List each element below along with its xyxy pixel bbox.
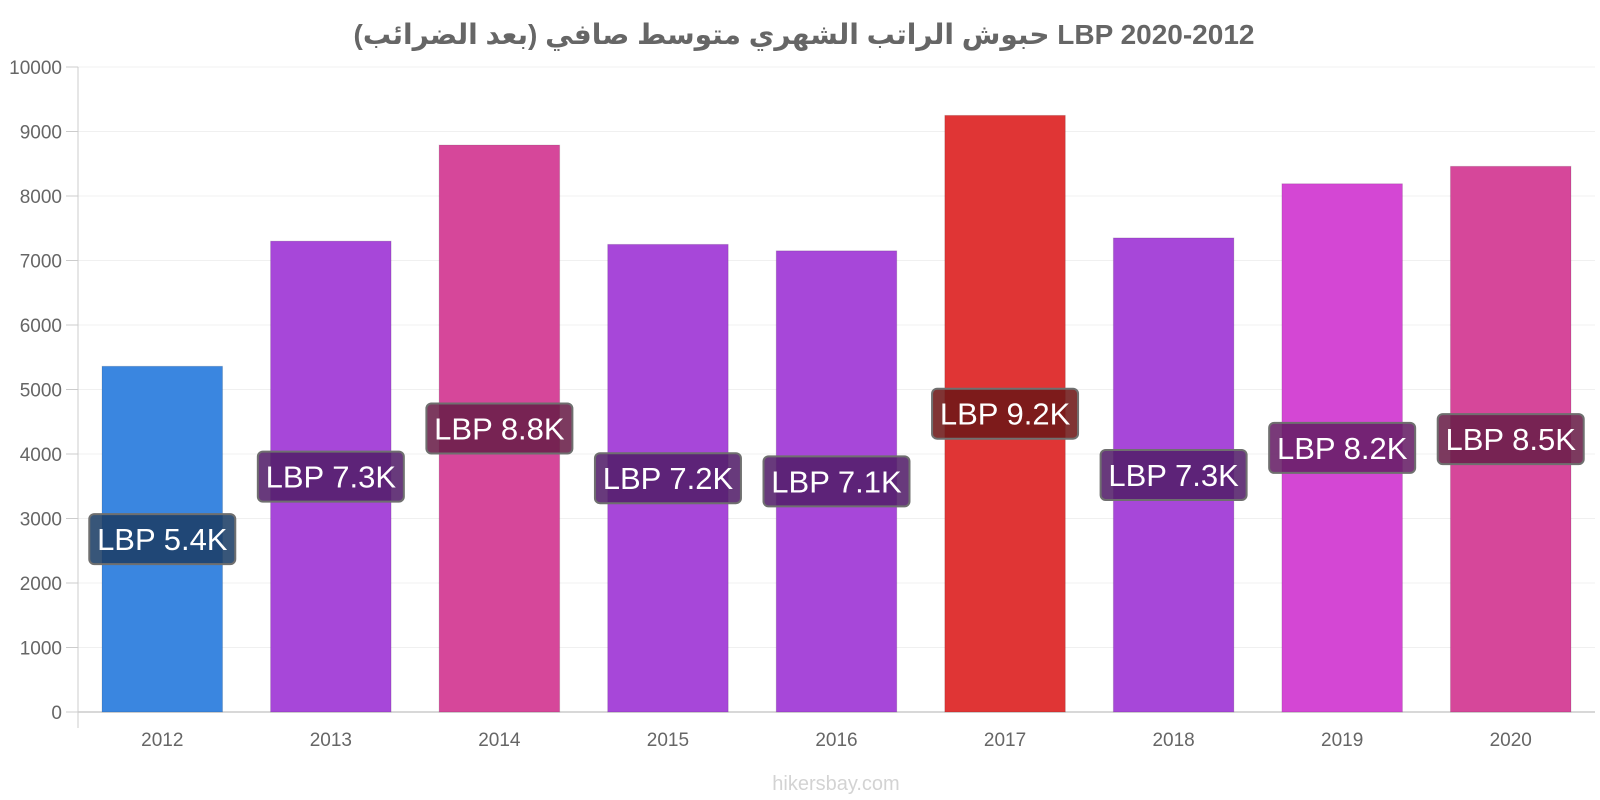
y-tick-label: 2000 bbox=[20, 574, 62, 595]
y-tick-label: 4000 bbox=[20, 445, 62, 466]
y-tick-label: 7000 bbox=[20, 252, 62, 273]
x-axis: 2012 2013 2014 2015 2016 2017 2018 2019 2020 bbox=[78, 711, 1595, 751]
data-label-box bbox=[1099, 448, 1248, 501]
source-watermark: hikersbay.com bbox=[772, 773, 899, 795]
data-label: LBP 9.2K bbox=[940, 397, 1071, 432]
x-tick-label: 2019 bbox=[1321, 730, 1363, 751]
y-tick-label: 3000 bbox=[20, 510, 62, 531]
y-tick-label: 1000 bbox=[20, 639, 62, 660]
data-label: LBP 8.8K bbox=[434, 412, 565, 447]
y-tick-label: 0 bbox=[51, 703, 62, 724]
data-label: LBP 7.2K bbox=[603, 461, 734, 496]
bars bbox=[101, 114, 1572, 713]
x-tick-label: 2017 bbox=[984, 730, 1026, 751]
x-tick-label: 2012 bbox=[141, 730, 183, 751]
data-label: LBP 5.4K bbox=[97, 522, 228, 557]
chart-title: حبوش الراتب الشهري متوسط صافي (بعد الضرا… bbox=[354, 19, 1255, 51]
data-label-box bbox=[88, 513, 237, 566]
data-label-box bbox=[593, 452, 742, 505]
y-tick-label: 9000 bbox=[20, 123, 62, 144]
data-label: LBP 8.5K bbox=[1446, 422, 1577, 457]
data-label-box bbox=[425, 402, 574, 455]
x-tick-label: 2018 bbox=[1152, 730, 1194, 751]
y-tick-label: 8000 bbox=[20, 187, 62, 208]
y-tick-label: 6000 bbox=[20, 316, 62, 337]
data-labels: LBP 5.4K LBP 7.3K LBP 8.8K LBP 7.2K LBP 7.1K… bbox=[88, 387, 1585, 566]
data-label: LBP 7.3K bbox=[1108, 458, 1239, 493]
y-axis: 0 1000 2000 3000 4000 5000 6000 7000 8000 9000 100… bbox=[9, 58, 79, 728]
data-label-box bbox=[1268, 421, 1417, 474]
x-tick-label: 2014 bbox=[478, 730, 521, 751]
x-tick-label: 2016 bbox=[815, 730, 857, 751]
data-label-box bbox=[256, 450, 405, 503]
data-label-box bbox=[931, 387, 1080, 440]
data-label: LBP 8.2K bbox=[1277, 431, 1408, 466]
x-tick-label: 2020 bbox=[1490, 730, 1532, 751]
x-tick-label: 2013 bbox=[310, 730, 352, 751]
data-label-box bbox=[762, 455, 911, 508]
data-label-box bbox=[1436, 413, 1585, 466]
y-tick-label: 5000 bbox=[20, 381, 62, 402]
y-tick-label: 10000 bbox=[9, 58, 62, 79]
x-tick-label: 2015 bbox=[647, 730, 689, 751]
data-label: LBP 7.3K bbox=[266, 460, 397, 495]
data-label: LBP 7.1K bbox=[771, 464, 902, 499]
